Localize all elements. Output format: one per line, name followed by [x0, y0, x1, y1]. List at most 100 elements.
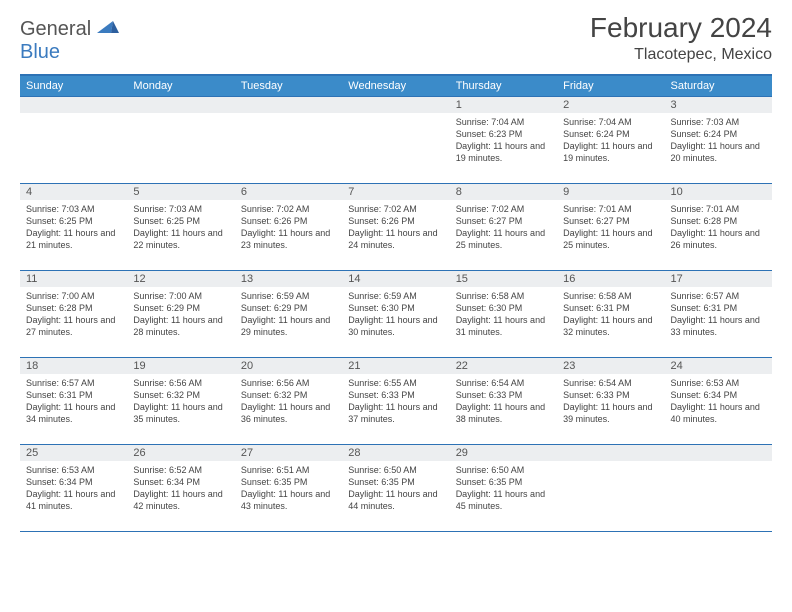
sunrise-text: Sunrise: 7:02 AM	[241, 203, 336, 215]
logo-triangle-icon	[97, 19, 119, 35]
sunset-text: Sunset: 6:31 PM	[26, 389, 121, 401]
day-cell: 9Sunrise: 7:01 AMSunset: 6:27 PMDaylight…	[557, 184, 664, 270]
day-cell: 2Sunrise: 7:04 AMSunset: 6:24 PMDaylight…	[557, 97, 664, 183]
daylight-text: Daylight: 11 hours and 21 minutes.	[26, 227, 121, 251]
day-header-thursday: Thursday	[450, 76, 557, 96]
day-cell: 6Sunrise: 7:02 AMSunset: 6:26 PMDaylight…	[235, 184, 342, 270]
daylight-text: Daylight: 11 hours and 25 minutes.	[456, 227, 551, 251]
day-header-friday: Friday	[557, 76, 664, 96]
sunset-text: Sunset: 6:33 PM	[563, 389, 658, 401]
day-cell: 21 Sunrise: 6:55 AMSunset: 6:33 PMDayligh…	[342, 358, 449, 444]
day-header-saturday: Saturday	[665, 76, 772, 96]
day-cell	[342, 97, 449, 183]
daylight-text: Daylight: 11 hours and 32 minutes.	[563, 314, 658, 338]
day-number: 7	[342, 184, 449, 200]
day-body: Sunrise: 7:03 AMSunset: 6:24 PMDaylight:…	[665, 113, 772, 169]
daylight-text: Daylight: 11 hours and 45 minutes.	[456, 488, 551, 512]
day-number: 9	[557, 184, 664, 200]
sunset-text: Sunset: 6:35 PM	[241, 476, 336, 488]
daylight-text: Daylight: 11 hours and 36 minutes.	[241, 401, 336, 425]
day-number: 25	[20, 445, 127, 461]
daylight-text: Daylight: 11 hours and 30 minutes.	[348, 314, 443, 338]
day-cell: 11Sunrise: 7:00 AMSunset: 6:28 PMDayligh…	[20, 271, 127, 357]
sunset-text: Sunset: 6:30 PM	[348, 302, 443, 314]
sunrise-text: Sunrise: 7:03 AM	[671, 116, 766, 128]
day-body: Sunrise: 6:56 AMSunset: 6:32 PMDaylight:…	[127, 374, 234, 430]
day-number: 18	[20, 358, 127, 374]
sunset-text: Sunset: 6:31 PM	[671, 302, 766, 314]
day-number: 6	[235, 184, 342, 200]
daylight-text: Daylight: 11 hours and 24 minutes.	[348, 227, 443, 251]
day-number: 29	[450, 445, 557, 461]
sunset-text: Sunset: 6:33 PM	[348, 389, 443, 401]
day-cell: 29Sunrise: 6:50 AMSunset: 6:35 PMDayligh…	[450, 445, 557, 531]
daylight-text: Daylight: 11 hours and 37 minutes.	[348, 401, 443, 425]
daylight-text: Daylight: 11 hours and 28 minutes.	[133, 314, 228, 338]
sunrise-text: Sunrise: 7:01 AM	[671, 203, 766, 215]
day-number: 5	[127, 184, 234, 200]
day-cell	[20, 97, 127, 183]
week-row: 11Sunrise: 7:00 AMSunset: 6:28 PMDayligh…	[20, 270, 772, 357]
sunrise-text: Sunrise: 6:55 AM	[348, 377, 443, 389]
day-body: Sunrise: 6:57 AMSunset: 6:31 PMDaylight:…	[20, 374, 127, 430]
daylight-text: Daylight: 11 hours and 19 minutes.	[456, 140, 551, 164]
sunrise-text: Sunrise: 6:57 AM	[671, 290, 766, 302]
day-cell: 24Sunrise: 6:53 AMSunset: 6:34 PMDayligh…	[665, 358, 772, 444]
sunset-text: Sunset: 6:27 PM	[563, 215, 658, 227]
day-body: Sunrise: 6:54 AMSunset: 6:33 PMDaylight:…	[450, 374, 557, 430]
week-row: 18Sunrise: 6:57 AMSunset: 6:31 PMDayligh…	[20, 357, 772, 444]
daylight-text: Daylight: 11 hours and 43 minutes.	[241, 488, 336, 512]
day-number: 13	[235, 271, 342, 287]
day-cell: 5Sunrise: 7:03 AMSunset: 6:25 PMDaylight…	[127, 184, 234, 270]
calendar: Sunday Monday Tuesday Wednesday Thursday…	[20, 74, 772, 532]
logo-word-2: Blue	[20, 41, 60, 63]
day-number: 10	[665, 184, 772, 200]
daylight-text: Daylight: 11 hours and 31 minutes.	[456, 314, 551, 338]
day-body: Sunrise: 6:51 AMSunset: 6:35 PMDaylight:…	[235, 461, 342, 517]
daylight-text: Daylight: 11 hours and 38 minutes.	[456, 401, 551, 425]
sunset-text: Sunset: 6:24 PM	[671, 128, 766, 140]
sunrise-text: Sunrise: 7:03 AM	[26, 203, 121, 215]
day-cell: 16Sunrise: 6:58 AMSunset: 6:31 PMDayligh…	[557, 271, 664, 357]
day-body: Sunrise: 7:04 AMSunset: 6:23 PMDaylight:…	[450, 113, 557, 169]
day-number: 15	[450, 271, 557, 287]
sunset-text: Sunset: 6:32 PM	[241, 389, 336, 401]
day-body: Sunrise: 6:57 AMSunset: 6:31 PMDaylight:…	[665, 287, 772, 343]
sunrise-text: Sunrise: 7:00 AM	[26, 290, 121, 302]
day-number	[342, 97, 449, 113]
day-body: Sunrise: 7:02 AMSunset: 6:27 PMDaylight:…	[450, 200, 557, 256]
day-body: Sunrise: 6:50 AMSunset: 6:35 PMDaylight:…	[450, 461, 557, 517]
sunrise-text: Sunrise: 6:59 AM	[348, 290, 443, 302]
sunset-text: Sunset: 6:29 PM	[133, 302, 228, 314]
day-number: 28	[342, 445, 449, 461]
day-body: Sunrise: 6:53 AMSunset: 6:34 PMDaylight:…	[20, 461, 127, 517]
sunset-text: Sunset: 6:25 PM	[26, 215, 121, 227]
day-header-tuesday: Tuesday	[235, 76, 342, 96]
day-number: 27	[235, 445, 342, 461]
day-cell: 26Sunrise: 6:52 AMSunset: 6:34 PMDayligh…	[127, 445, 234, 531]
sunrise-text: Sunrise: 7:02 AM	[348, 203, 443, 215]
day-number: 17	[665, 271, 772, 287]
sunset-text: Sunset: 6:30 PM	[456, 302, 551, 314]
day-cell: 23Sunrise: 6:54 AMSunset: 6:33 PMDayligh…	[557, 358, 664, 444]
day-number	[235, 97, 342, 113]
day-cell: 10Sunrise: 7:01 AMSunset: 6:28 PMDayligh…	[665, 184, 772, 270]
day-number: 8	[450, 184, 557, 200]
day-number: 1	[450, 97, 557, 113]
day-number: 19	[127, 358, 234, 374]
day-cell: 27Sunrise: 6:51 AMSunset: 6:35 PMDayligh…	[235, 445, 342, 531]
sunrise-text: Sunrise: 6:50 AM	[348, 464, 443, 476]
daylight-text: Daylight: 11 hours and 40 minutes.	[671, 401, 766, 425]
day-cell: 19Sunrise: 6:56 AMSunset: 6:32 PMDayligh…	[127, 358, 234, 444]
sunset-text: Sunset: 6:23 PM	[456, 128, 551, 140]
day-number: 16	[557, 271, 664, 287]
daylight-text: Daylight: 11 hours and 25 minutes.	[563, 227, 658, 251]
day-body: Sunrise: 7:01 AMSunset: 6:27 PMDaylight:…	[557, 200, 664, 256]
day-number: 4	[20, 184, 127, 200]
daylight-text: Daylight: 11 hours and 22 minutes.	[133, 227, 228, 251]
day-body: Sunrise: 6:53 AMSunset: 6:34 PMDaylight:…	[665, 374, 772, 430]
day-number: 21	[342, 358, 449, 374]
day-body: Sunrise: 7:00 AMSunset: 6:28 PMDaylight:…	[20, 287, 127, 343]
day-body: Sunrise: 7:03 AMSunset: 6:25 PMDaylight:…	[127, 200, 234, 256]
sunset-text: Sunset: 6:35 PM	[348, 476, 443, 488]
